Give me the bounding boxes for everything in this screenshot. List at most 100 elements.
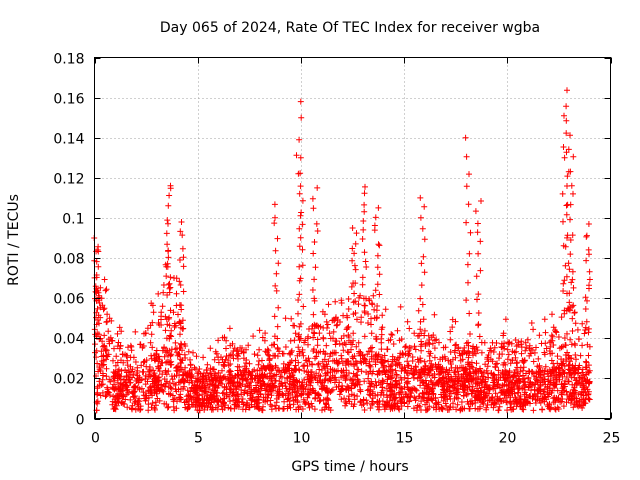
data-point (268, 392, 275, 399)
data-point (239, 406, 246, 413)
data-point (302, 357, 309, 364)
data-point (181, 341, 188, 347)
data-point (258, 383, 265, 390)
data-point (282, 315, 289, 322)
data-point (572, 352, 579, 358)
data-point (150, 309, 157, 316)
data-point (475, 397, 481, 404)
data-point (517, 368, 524, 375)
data-point (273, 399, 280, 406)
data-point (433, 336, 440, 343)
data-point (585, 362, 592, 369)
data-point (247, 392, 254, 399)
data-point (262, 330, 269, 337)
data-point (268, 342, 275, 349)
data-point (514, 359, 521, 366)
data-point (345, 296, 352, 302)
data-point (567, 237, 574, 243)
data-point (357, 349, 364, 356)
data-point (518, 344, 525, 351)
data-point (212, 382, 218, 389)
data-point (434, 379, 441, 386)
data-point (563, 399, 570, 406)
data-point (110, 406, 117, 412)
data-point (351, 290, 358, 297)
data-point (175, 379, 182, 386)
data-point (312, 390, 319, 397)
data-point (176, 351, 183, 358)
data-point (323, 318, 330, 325)
data-point (549, 333, 556, 340)
data-point (507, 378, 513, 385)
data-point (558, 381, 565, 388)
data-point (112, 399, 118, 406)
data-point (523, 370, 529, 377)
data-point (406, 344, 413, 351)
data-point (329, 386, 336, 393)
data-point (103, 373, 110, 380)
data-point (573, 380, 580, 387)
data-point (290, 369, 297, 375)
data-point (458, 399, 465, 405)
data-point (436, 371, 442, 378)
data-point (469, 387, 475, 393)
axis-ticks (94, 57, 612, 420)
data-point (413, 387, 420, 394)
data-point (265, 347, 272, 354)
data-point (324, 321, 331, 328)
data-point (292, 330, 299, 337)
data-point (95, 368, 102, 375)
plot-frame (94, 57, 611, 419)
data-point (279, 391, 286, 398)
data-point (141, 358, 148, 365)
x-tick-label: 5 (194, 431, 203, 447)
data-point (449, 316, 456, 323)
data-point (582, 306, 589, 312)
data-point (357, 292, 364, 299)
data-point (385, 358, 392, 365)
data-point (536, 332, 543, 339)
data-point (114, 379, 121, 386)
data-point (132, 328, 139, 335)
data-point (369, 398, 375, 405)
data-point (512, 397, 519, 403)
data-point (127, 371, 134, 378)
data-point (562, 262, 569, 269)
data-point (232, 401, 239, 408)
data-point (280, 360, 287, 367)
data-point (346, 398, 353, 405)
data-point (284, 375, 290, 382)
data-point (352, 298, 359, 305)
data-point (175, 386, 182, 393)
data-point (272, 377, 279, 384)
data-point (158, 360, 165, 366)
data-point (245, 342, 252, 349)
data-point (531, 349, 538, 356)
data-point (371, 384, 378, 390)
data-point (409, 370, 416, 377)
data-point (515, 389, 522, 396)
data-point (579, 342, 586, 349)
data-point (481, 339, 488, 346)
data-point (156, 321, 163, 328)
data-point (294, 392, 301, 399)
data-point (336, 379, 343, 386)
data-point (329, 350, 336, 357)
data-point (418, 347, 425, 354)
data-point (481, 369, 488, 376)
data-point (374, 264, 381, 271)
data-point (521, 357, 528, 364)
data-point (149, 400, 156, 407)
data-point (521, 386, 528, 393)
data-point (568, 397, 575, 404)
data-point (534, 377, 541, 384)
data-point (165, 247, 172, 254)
data-point (564, 330, 570, 337)
data-point (346, 393, 352, 400)
data-point (320, 335, 327, 342)
data-point (208, 371, 215, 377)
data-point (564, 234, 570, 241)
data-point (117, 388, 124, 395)
data-point (104, 311, 111, 318)
data-point (361, 378, 368, 385)
